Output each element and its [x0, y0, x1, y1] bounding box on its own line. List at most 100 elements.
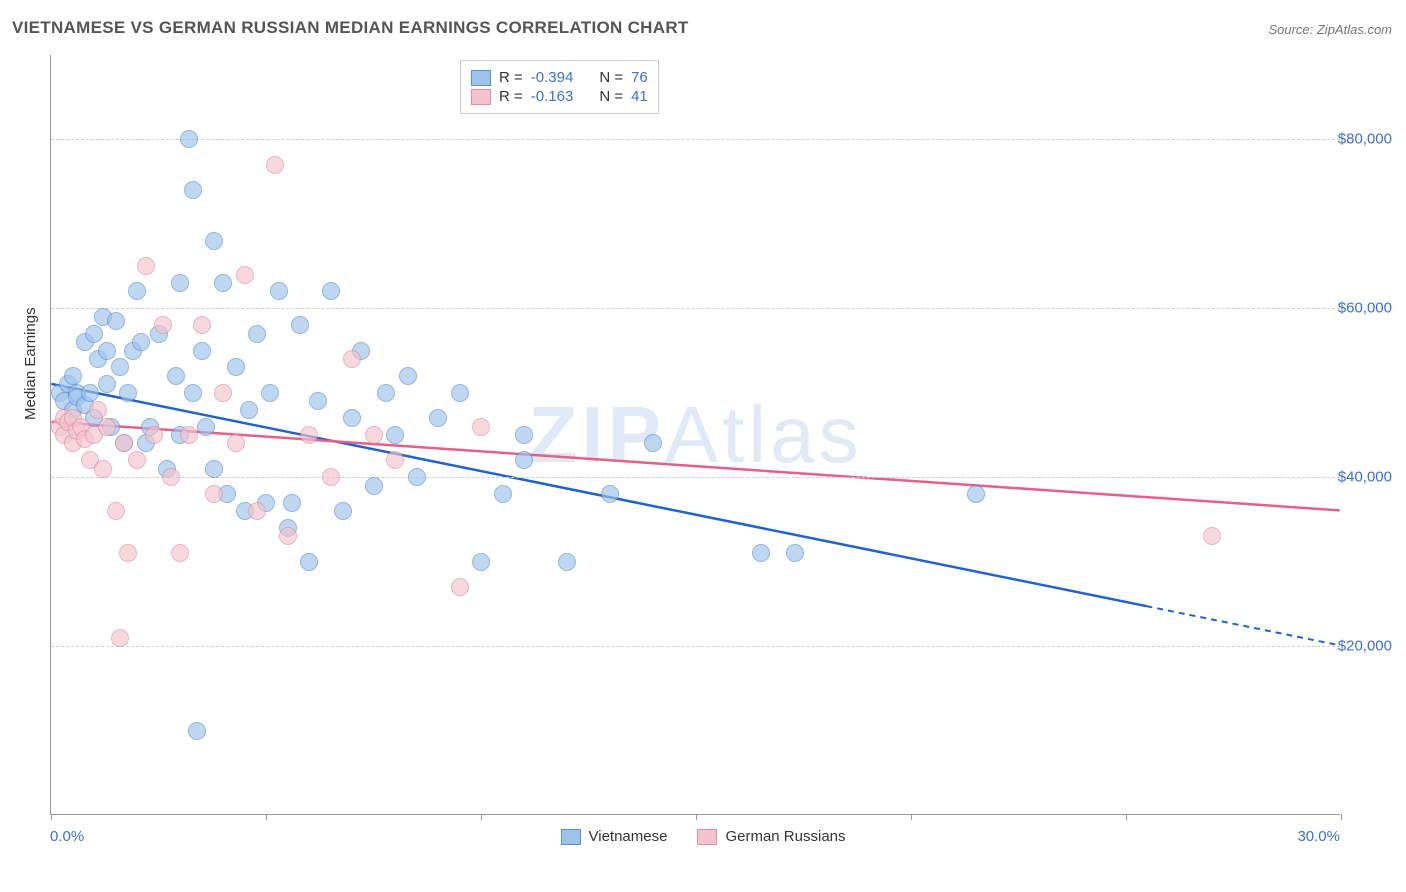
x-tick [911, 814, 912, 820]
data-point [343, 350, 361, 368]
x-tick [51, 814, 52, 820]
legend-n-label: N = [599, 88, 623, 105]
data-point [261, 384, 279, 402]
data-point [494, 485, 512, 503]
x-tick [696, 814, 697, 820]
data-point [279, 527, 297, 545]
data-point [128, 282, 146, 300]
legend-r-label: R = [499, 69, 523, 86]
data-point [214, 274, 232, 292]
data-point [1203, 527, 1221, 545]
data-point [162, 468, 180, 486]
data-point [515, 426, 533, 444]
data-point [145, 426, 163, 444]
data-point [472, 418, 490, 436]
legend-n-label: N = [599, 69, 623, 86]
data-point [180, 426, 198, 444]
data-point [365, 426, 383, 444]
series-name: Vietnamese [589, 828, 668, 845]
data-point [558, 553, 576, 571]
data-point [94, 460, 112, 478]
data-point [266, 156, 284, 174]
data-point [184, 384, 202, 402]
data-point [98, 375, 116, 393]
data-point [248, 502, 266, 520]
stats-legend: R = -0.394 N = 76 R = -0.163 N = 41 [460, 60, 659, 114]
data-point [184, 181, 202, 199]
data-point [451, 384, 469, 402]
data-point [322, 468, 340, 486]
data-point [107, 312, 125, 330]
legend-swatch [471, 89, 491, 105]
y-tick-label: $40,000 [1338, 469, 1392, 486]
data-point [137, 257, 155, 275]
data-point [119, 384, 137, 402]
data-point [343, 409, 361, 427]
gridline-h [51, 308, 1340, 309]
x-tick [1341, 814, 1342, 820]
data-point [300, 426, 318, 444]
legend-swatch [561, 829, 581, 845]
data-point [205, 485, 223, 503]
data-point [399, 367, 417, 385]
data-point [236, 266, 254, 284]
trendlines-svg [51, 55, 1340, 814]
y-axis-label: Median Earnings [22, 307, 39, 420]
series-legend: Vietnamese German Russians [0, 828, 1406, 845]
y-tick-label: $20,000 [1338, 638, 1392, 655]
data-point [89, 401, 107, 419]
y-tick-label: $80,000 [1338, 131, 1392, 148]
data-point [180, 130, 198, 148]
data-point [111, 629, 129, 647]
y-tick-label: $60,000 [1338, 300, 1392, 317]
data-point [205, 232, 223, 250]
data-point [132, 333, 150, 351]
data-point [786, 544, 804, 562]
data-point [107, 502, 125, 520]
data-point [154, 316, 172, 334]
data-point [240, 401, 258, 419]
gridline-h [51, 139, 1340, 140]
data-point [386, 451, 404, 469]
chart-title: VIETNAMESE VS GERMAN RUSSIAN MEDIAN EARN… [12, 18, 689, 38]
data-point [193, 342, 211, 360]
data-point [227, 434, 245, 452]
data-point [967, 485, 985, 503]
stats-legend-row: R = -0.163 N = 41 [471, 88, 648, 105]
series-legend-item: Vietnamese [561, 828, 668, 845]
data-point [601, 485, 619, 503]
data-point [188, 722, 206, 740]
data-point [451, 578, 469, 596]
data-point [365, 477, 383, 495]
data-point [193, 316, 211, 334]
data-point [171, 274, 189, 292]
legend-n-value: 76 [631, 69, 648, 86]
legend-r-value: -0.394 [531, 69, 574, 86]
data-point [377, 384, 395, 402]
x-tick [481, 814, 482, 820]
x-tick [1126, 814, 1127, 820]
data-point [334, 502, 352, 520]
data-point [81, 384, 99, 402]
data-point [472, 553, 490, 571]
data-point [300, 553, 318, 571]
data-point [167, 367, 185, 385]
series-legend-item: German Russians [697, 828, 845, 845]
legend-r-value: -0.163 [531, 88, 574, 105]
data-point [515, 451, 533, 469]
data-point [227, 358, 245, 376]
data-point [85, 325, 103, 343]
data-point [171, 544, 189, 562]
data-point [214, 384, 232, 402]
legend-n-value: 41 [631, 88, 648, 105]
data-point [291, 316, 309, 334]
data-point [752, 544, 770, 562]
data-point [111, 358, 129, 376]
data-point [644, 434, 662, 452]
stats-legend-row: R = -0.394 N = 76 [471, 69, 648, 86]
legend-swatch [471, 70, 491, 86]
legend-r-label: R = [499, 88, 523, 105]
plot-area: ZIPAtlas [50, 55, 1340, 815]
data-point [248, 325, 266, 343]
series-name: German Russians [725, 828, 845, 845]
